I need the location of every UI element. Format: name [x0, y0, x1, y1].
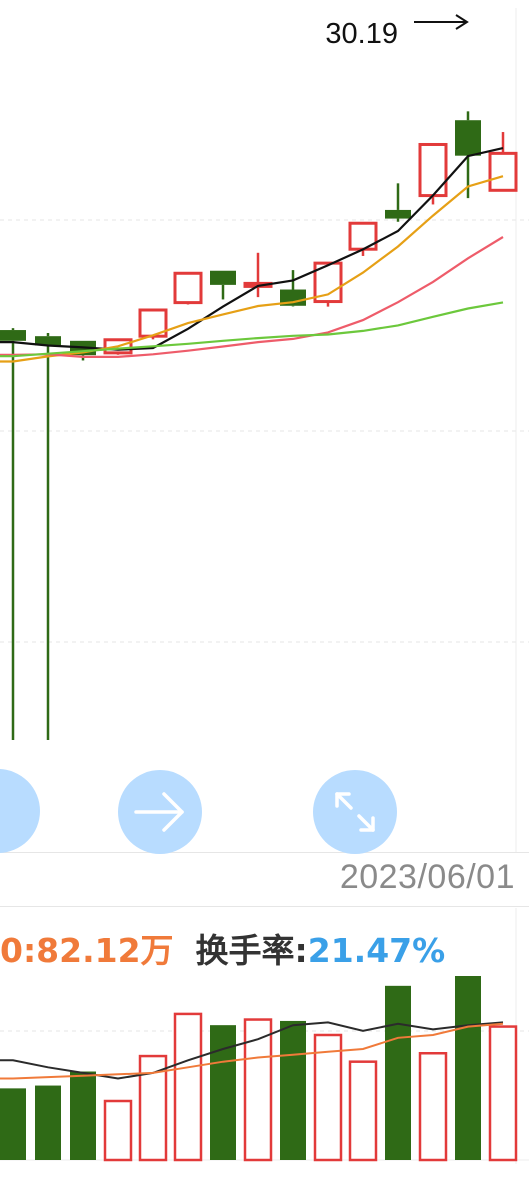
volume-bar: [418, 1052, 448, 1162]
volume-ma-line-2: [0, 1022, 504, 1080]
expand-button[interactable]: [313, 770, 397, 854]
volume-bar: [348, 1060, 378, 1162]
candle-body: [173, 271, 203, 305]
candle-body: [488, 151, 518, 192]
price-chart: 30.19: [0, 8, 529, 852]
expand-icon: [335, 792, 375, 832]
max-price-label: 30.19: [325, 18, 398, 50]
arrow-right-icon: [134, 792, 184, 832]
volume-header: 0:82.12万 换手率:21.47%: [0, 924, 445, 972]
ma-line-2: [0, 175, 504, 363]
volume-ma-line-1: [0, 1021, 504, 1080]
volume-bar: [243, 1018, 273, 1162]
annotation-arrowhead: [455, 14, 469, 30]
turnover-label: 换手率:: [195, 931, 308, 970]
candle-body: [210, 270, 236, 285]
ma-line-4: [0, 301, 504, 358]
volume-bar: [455, 976, 481, 1160]
ma-line-1: [0, 147, 504, 351]
candle-body: [455, 120, 481, 156]
arrow-right-button[interactable]: [118, 770, 202, 854]
candle-body: [35, 336, 61, 346]
volume-bar: [488, 1025, 518, 1162]
date-label: 2023/06/01: [339, 858, 515, 896]
candle-body: [418, 142, 448, 198]
volume-panel-top-divider: [0, 906, 529, 907]
volume-bar: [103, 1099, 133, 1162]
price-chart-bottom-divider: [0, 852, 529, 853]
volume-bar: [138, 1054, 168, 1162]
volume-value: 0:82.12万: [0, 931, 174, 970]
volume-bar: [35, 1085, 61, 1160]
volume-bar: [210, 1025, 236, 1160]
candle-body: [385, 209, 411, 219]
volume-bar: [280, 1020, 306, 1160]
ma-line-3: [0, 236, 504, 358]
candle-body: [0, 330, 26, 341]
volume-bar: [70, 1071, 96, 1160]
volume-bar: [0, 1088, 26, 1160]
volume-bar: [173, 1012, 203, 1162]
volume-bar: [385, 985, 411, 1160]
turnover-value: 21.47%: [307, 931, 446, 970]
volume-bar: [313, 1033, 343, 1162]
